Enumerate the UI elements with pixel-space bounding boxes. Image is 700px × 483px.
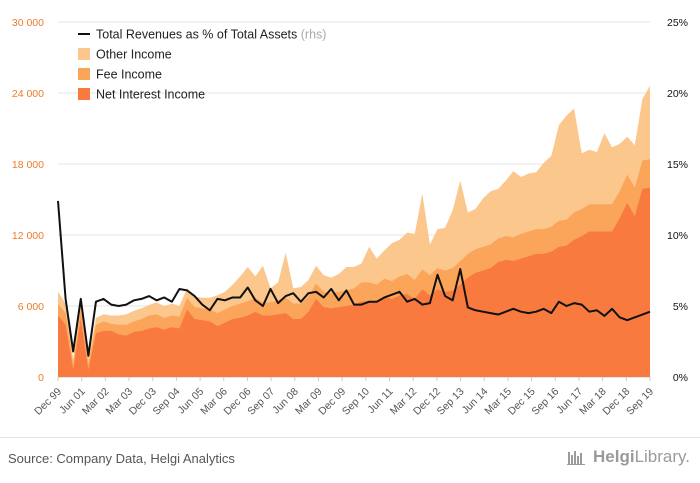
area-net-interest-income xyxy=(58,187,650,377)
y-right-tick-label: 20% xyxy=(667,88,688,100)
legend-label-other-income: Other Income xyxy=(96,48,172,62)
legend-swatch-other-income xyxy=(78,48,90,60)
y-left-tick-label: 6 000 xyxy=(18,301,44,313)
y-left-tick-label: 18 000 xyxy=(12,159,44,171)
y-right-tick-label: 5% xyxy=(673,301,688,313)
y-axis-left: 0 6 000 12 000 18 000 24 000 30 000 xyxy=(12,17,44,384)
brand-logo[interactable]: HelgiLibrary. xyxy=(567,447,690,467)
y-left-tick-label: 12 000 xyxy=(12,230,44,242)
footer: Source: Company Data, Helgi Analytics He… xyxy=(0,437,700,483)
legend: Total Revenues as % of Total Assets (rhs… xyxy=(78,28,326,102)
legend-swatch-fee-income xyxy=(78,68,90,80)
library-icon xyxy=(567,451,585,465)
y-right-tick-label: 15% xyxy=(667,159,688,171)
y-right-tick-label: 10% xyxy=(667,230,688,242)
line-series-group xyxy=(57,200,651,357)
x-tick-label: Sep 04 xyxy=(151,386,183,418)
legend-label-total-revenues-as-of-total-assets: Total Revenues as % of Total Assets (rhs… xyxy=(96,28,326,42)
footer-divider xyxy=(0,437,700,438)
y-right-tick-label: 0% xyxy=(673,372,688,384)
legend-swatch-net-interest-income xyxy=(78,88,90,100)
x-tick-label: Sep 13 xyxy=(435,386,467,418)
x-tick-label: Sep 19 xyxy=(624,386,656,418)
legend-label-fee-income: Fee Income xyxy=(96,68,162,82)
legend-label-net-interest-income: Net Interest Income xyxy=(96,88,205,102)
legend-suffix: (rhs) xyxy=(297,28,326,42)
source-note: Source: Company Data, Helgi Analytics xyxy=(8,451,235,466)
brand-name: Helgi xyxy=(593,447,635,466)
y-left-tick-label: 0 xyxy=(38,372,44,384)
area-series-group xyxy=(58,85,650,378)
y-left-tick-label: 30 000 xyxy=(12,17,44,29)
y-right-tick-label: 25% xyxy=(667,17,688,29)
brand-suffix: Library. xyxy=(634,447,690,466)
x-tick-label: Sep 07 xyxy=(245,386,277,418)
y-axis-right: 0% 5% 10% 15% 20% 25% xyxy=(667,17,688,384)
x-tick-label: Sep 10 xyxy=(340,386,372,418)
line-total-revenues-pct-assets xyxy=(57,200,651,357)
x-tick-label: Dec 99 xyxy=(32,386,64,418)
y-left-tick-label: 24 000 xyxy=(12,88,44,100)
x-tick-label: Sep 16 xyxy=(529,386,561,418)
